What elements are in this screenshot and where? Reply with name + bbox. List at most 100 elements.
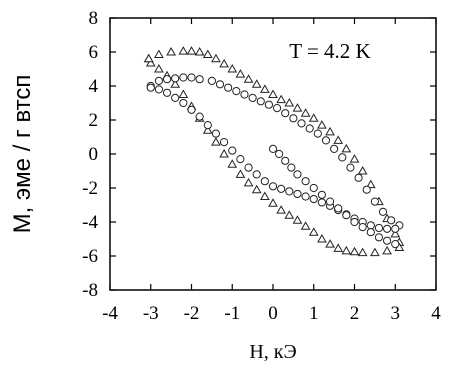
circle-point [317, 198, 326, 207]
triangle-point [308, 113, 319, 122]
circle-point [366, 228, 375, 237]
triangle-point [170, 79, 181, 88]
triangle-point [268, 89, 278, 98]
circle-point [362, 185, 371, 194]
circle-point [162, 88, 172, 97]
circle-point [236, 155, 245, 164]
axis-ticks [109, 17, 437, 291]
circle-point [277, 184, 286, 193]
circle-point [207, 76, 216, 86]
triangle-point [227, 159, 238, 168]
circle-point [281, 156, 290, 165]
circle-point [252, 170, 261, 179]
x-tick-label: -4 [102, 303, 118, 324]
triangle-point [186, 46, 197, 55]
circle-point [317, 190, 326, 199]
tick-labels: -4 -3 -2 -1 0 1 2 3 4 8 6 4 2 0 -2 -4 -6 -8 [82, 8, 441, 324]
circle-point [187, 73, 196, 82]
triangle-point [325, 239, 335, 248]
triangle-point [325, 126, 335, 136]
x-tick-label: 2 [350, 303, 360, 324]
circle-point [309, 194, 318, 204]
x-axis-label: H, кЭ [249, 341, 296, 363]
circle-point [195, 112, 204, 121]
y-tick-label: -4 [82, 212, 98, 233]
circle-point [383, 224, 392, 233]
triangle-point [349, 246, 360, 256]
y-tick-label: 0 [89, 144, 99, 165]
triangle-point [349, 154, 360, 163]
triangle-point [259, 84, 270, 93]
y-tick-label: 6 [89, 42, 99, 63]
triangle-point [211, 137, 221, 146]
triangle-point [202, 49, 213, 59]
circle-point [268, 144, 278, 153]
triangle-point [333, 135, 344, 144]
circle-point [301, 192, 310, 201]
circle-point [387, 216, 396, 225]
circle-point [358, 223, 367, 232]
circle-point [374, 223, 384, 233]
circle-point [281, 109, 290, 118]
circle-point [171, 74, 180, 83]
x-tick-label: -3 [143, 303, 159, 324]
circle-point [179, 98, 188, 108]
circle-point [264, 100, 274, 109]
triangle-point [154, 49, 164, 59]
triangle-point [143, 53, 154, 63]
circle-point [293, 170, 302, 179]
x-tick-label: 4 [431, 303, 441, 324]
circle-point [391, 224, 400, 233]
triangle-point [341, 143, 352, 153]
y-tick-label: 8 [89, 8, 99, 29]
circle-point [162, 75, 172, 84]
triangle-point [357, 247, 368, 257]
circle-point [354, 173, 363, 182]
circle-point [195, 75, 204, 84]
circle-point [370, 197, 379, 206]
triangle-point [202, 125, 213, 134]
circle-point [272, 104, 282, 113]
triangle-point [251, 79, 262, 88]
circle-point [297, 119, 306, 128]
circle-point [378, 207, 388, 216]
triangle-point [390, 228, 401, 238]
triangle-point [308, 227, 319, 236]
triangle-point [251, 184, 262, 194]
circle-point [325, 197, 335, 206]
circle-point [330, 144, 339, 153]
circle-point [293, 189, 302, 199]
triangle-point [284, 97, 295, 107]
triangle-point [235, 69, 246, 78]
triangle-point [292, 103, 303, 112]
circle-point [154, 76, 163, 86]
circle-point [268, 182, 278, 191]
circle-point [244, 163, 253, 172]
circle-point [350, 217, 359, 227]
circle-point [203, 121, 212, 130]
y-tick-label: -8 [82, 280, 98, 301]
triangle-point [357, 165, 368, 175]
triangle-point [166, 46, 176, 56]
triangle-point [382, 245, 392, 255]
triangle-point [178, 46, 189, 55]
triangle-point [194, 46, 205, 56]
x-tick-label: -1 [224, 303, 240, 324]
circle-point [309, 183, 318, 193]
triangle-point [243, 177, 254, 187]
x-tick-label: 0 [268, 303, 278, 324]
data-marks [143, 46, 405, 257]
triangle-point [259, 191, 270, 200]
triangle-point [219, 148, 229, 158]
x-tick-label: 1 [309, 303, 319, 324]
triangle-point [333, 243, 344, 252]
y-axis-label: M, эме / г втсп [9, 75, 36, 234]
circle-point [346, 163, 355, 172]
x-tick-label: -2 [184, 303, 200, 324]
circle-point [220, 138, 229, 147]
circle-point [215, 80, 225, 89]
circle-point [146, 83, 155, 92]
triangle-point [284, 210, 295, 219]
circle-point [240, 90, 249, 99]
